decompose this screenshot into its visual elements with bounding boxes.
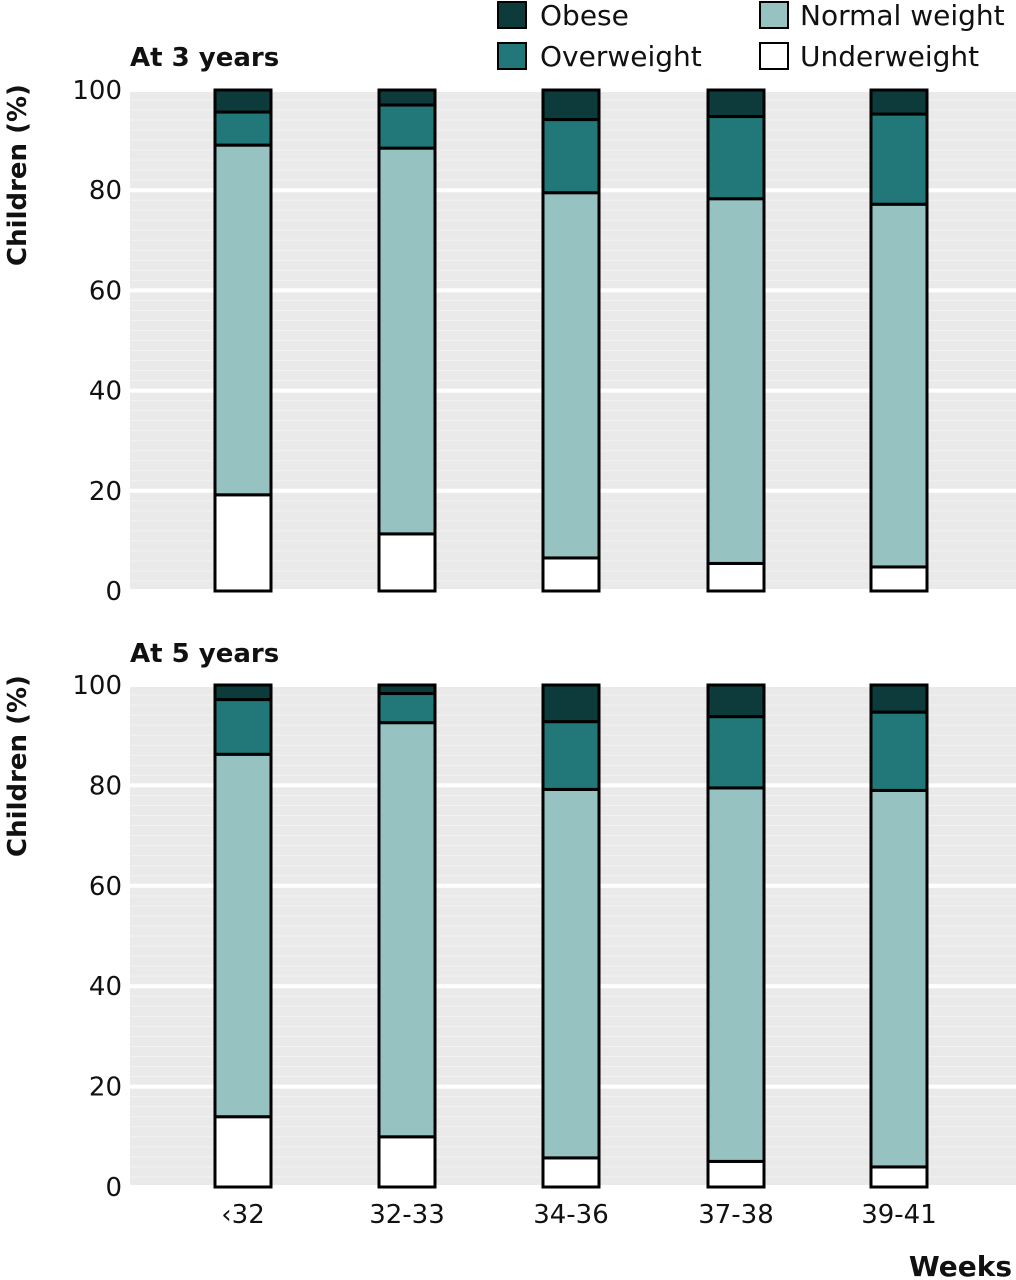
legend-swatch-normal-weight xyxy=(759,1,789,29)
legend-label-underweight: Underweight xyxy=(800,40,979,73)
bar-segment-normal-weight xyxy=(541,787,601,1160)
panel-title: At 3 years xyxy=(130,43,279,73)
bar-segment-obese xyxy=(869,683,929,714)
bar-segment-underweight xyxy=(213,1115,273,1189)
bar-segment-normal-weight xyxy=(869,788,929,1169)
bar-segment-normal-weight xyxy=(213,752,273,1119)
panel-3-years: At 3 years Children (%) 0 20 40 60 80 100 xyxy=(3,43,1016,607)
x-tick-label: 32-33 xyxy=(369,1200,445,1230)
panel-title: At 5 years xyxy=(130,639,279,669)
legend-swatch-obese xyxy=(497,1,527,29)
panel-5-years: At 5 years Children (%) 0 20 40 60 80 100 ‹32 3… xyxy=(3,639,1016,1230)
bar-segment-normal-weight xyxy=(706,197,766,565)
x-tick-label: 37-38 xyxy=(698,1200,774,1230)
plot-area: 0 20 40 60 80 100 xyxy=(72,76,1016,607)
y-axis-label: Children (%) xyxy=(3,675,33,857)
bar-segment-underweight xyxy=(869,1165,929,1189)
legend-label-normal-weight: Normal weight xyxy=(800,0,1005,32)
bar-segment-overweight xyxy=(377,103,437,150)
bar-segment-underweight xyxy=(706,561,766,593)
x-tick-label: 34-36 xyxy=(533,1200,609,1230)
legend-item-overweight: Overweight xyxy=(497,40,702,73)
bar-segment-overweight xyxy=(213,698,273,756)
legend-swatch-overweight xyxy=(497,42,527,70)
bar-segment-underweight xyxy=(213,493,273,593)
y-axis-label: Children (%) xyxy=(3,84,33,266)
legend-item-obese: Obese xyxy=(497,0,629,32)
bar-segment-normal-weight xyxy=(541,191,601,560)
bar-segment-obese xyxy=(541,683,601,724)
bar-segment-underweight xyxy=(541,556,601,593)
legend-label-overweight: Overweight xyxy=(540,40,702,73)
y-tick-label: 60 xyxy=(89,276,122,306)
bar-segment-overweight xyxy=(869,112,929,206)
y-tick-label: 100 xyxy=(72,76,122,106)
legend-item-normal-weight: Normal weight xyxy=(759,0,1005,32)
y-tick-label: 0 xyxy=(105,577,122,607)
bar-segment-obese xyxy=(213,88,273,114)
y-tick-label: 80 xyxy=(89,176,122,206)
y-tick-label: 20 xyxy=(89,477,122,507)
bar-segment-overweight xyxy=(541,118,601,195)
bar-segment-overweight xyxy=(541,720,601,791)
bar-segment-underweight xyxy=(377,1135,437,1189)
bar-segment-overweight xyxy=(377,692,437,725)
bar-segment-normal-weight xyxy=(377,721,437,1139)
bar-segment-underweight xyxy=(377,532,437,593)
bar-segment-obese xyxy=(377,683,437,696)
bar-segment-overweight xyxy=(213,110,273,147)
x-axis-label: Weeks xyxy=(909,1250,1012,1280)
plot-area: 0 20 40 60 80 100 ‹32 32-33 34-36 37-38 39-41 xyxy=(72,671,1016,1230)
y-tick-label: 40 xyxy=(89,377,122,407)
bar-segment-normal-weight xyxy=(706,786,766,1163)
x-tick-label: ‹32 xyxy=(221,1200,264,1230)
legend: Obese Normal weight Overweight Underweig… xyxy=(497,0,1005,73)
y-tick-label: 100 xyxy=(72,671,122,701)
bar-segment-overweight xyxy=(706,715,766,790)
bar-segment-normal-weight xyxy=(377,146,437,536)
bar-segment-obese xyxy=(213,683,273,702)
legend-label-obese: Obese xyxy=(540,0,629,32)
bar-segment-obese xyxy=(377,88,437,107)
bar-segment-underweight xyxy=(541,1156,601,1189)
bar-segment-overweight xyxy=(706,115,766,201)
bar-segment-obese xyxy=(706,88,766,119)
y-tick-label: 60 xyxy=(89,872,122,902)
bar-segment-normal-weight xyxy=(869,202,929,569)
bar-segment-obese xyxy=(706,683,766,719)
x-tick-label: 39-41 xyxy=(861,1200,937,1230)
y-tick-label: 0 xyxy=(105,1173,122,1203)
y-tick-label: 80 xyxy=(89,771,122,801)
bar-segment-overweight xyxy=(869,710,929,792)
bar-segment-obese xyxy=(869,88,929,116)
legend-swatch-underweight xyxy=(759,42,789,70)
legend-item-underweight: Underweight xyxy=(759,40,979,73)
bar-segment-underweight xyxy=(706,1159,766,1189)
y-tick-label: 40 xyxy=(89,972,122,1002)
bar-segment-obese xyxy=(541,88,601,122)
bar-segment-normal-weight xyxy=(213,143,273,497)
y-tick-label: 20 xyxy=(89,1073,122,1103)
bar-segment-underweight xyxy=(869,565,929,593)
